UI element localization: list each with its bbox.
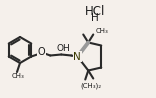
Text: H: H bbox=[91, 13, 99, 23]
Text: (CH₃)₂: (CH₃)₂ bbox=[81, 82, 102, 89]
Text: N: N bbox=[73, 52, 81, 62]
Text: HCl: HCl bbox=[85, 5, 105, 18]
Text: O: O bbox=[38, 47, 46, 57]
Text: OH: OH bbox=[56, 44, 70, 53]
Text: CH₃: CH₃ bbox=[95, 28, 108, 34]
Text: CH₃: CH₃ bbox=[12, 73, 24, 79]
